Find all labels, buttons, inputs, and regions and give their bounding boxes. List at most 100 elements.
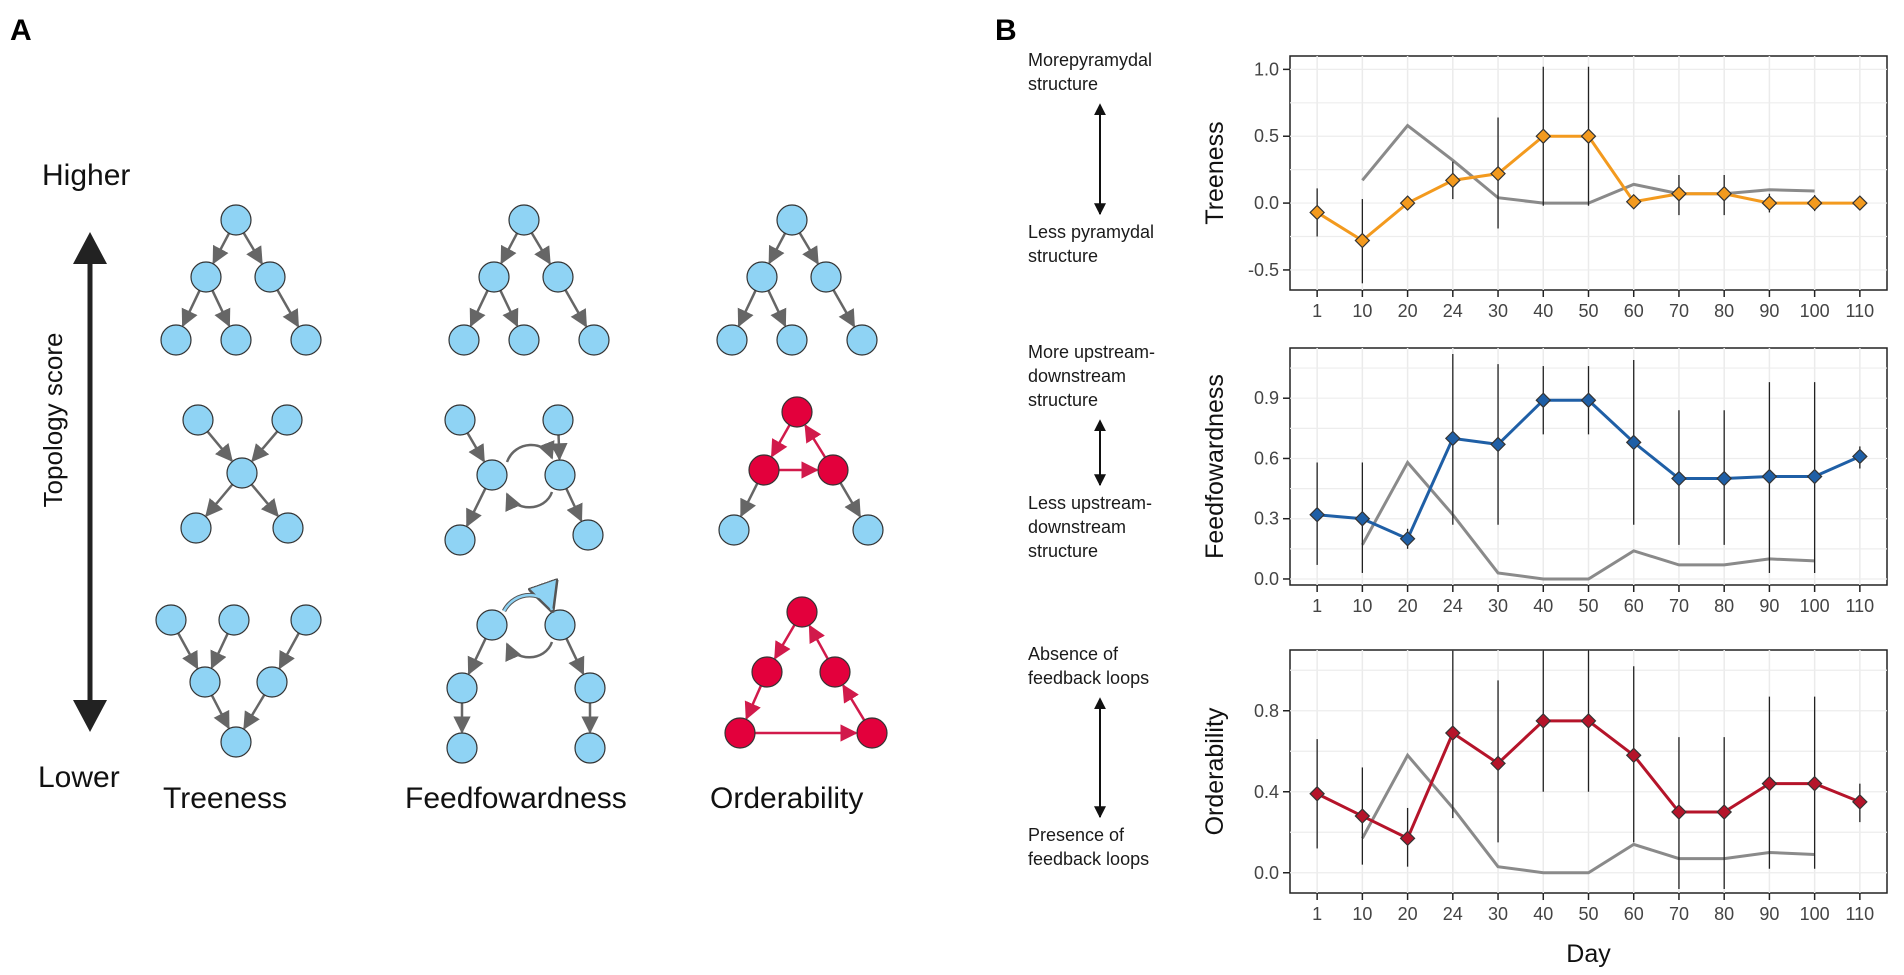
network-loop-middle-node xyxy=(444,404,476,436)
network-tree-top-2-node xyxy=(542,261,574,293)
network-loop-middle-node xyxy=(572,519,604,551)
x-tick-label: 60 xyxy=(1624,596,1644,616)
x-tick-label: 80 xyxy=(1714,904,1734,924)
network-inverted-tree-node xyxy=(189,666,221,698)
y-axis-label: Treeness xyxy=(1201,121,1229,224)
red-cycle-bottom-node xyxy=(724,717,756,749)
network-tree-top-2-edge xyxy=(499,290,519,328)
loop-arc-grey xyxy=(505,641,554,662)
data-point xyxy=(1761,775,1778,792)
y-tick-label: 0.6 xyxy=(1254,448,1279,468)
x-tick-label: 70 xyxy=(1669,596,1689,616)
data-point xyxy=(1625,434,1642,451)
chart-feedfowardness: 0.90.60.30.01 10 20 24 30 40 50 60 70 80 90 100 110F… xyxy=(1028,342,1888,616)
data-point xyxy=(1490,436,1506,453)
data-point xyxy=(1309,204,1325,221)
y-tick-label: 1.0 xyxy=(1254,59,1279,79)
network-loop-bottom-node xyxy=(446,732,478,764)
x-tick-label: 50 xyxy=(1578,301,1598,321)
loop-arc-blue xyxy=(502,594,554,612)
descriptor-bottom: structure xyxy=(1028,246,1098,266)
chart-orderability: 0.80.40.01 10 20 24 30 40 50 60 70 80 90 100 110Orde… xyxy=(1028,644,1888,968)
network-inverted-tree-node xyxy=(256,666,288,698)
x-tick-label: 70 xyxy=(1669,301,1689,321)
network-loop-bottom-node xyxy=(574,672,606,704)
network-inverted-tree-edge xyxy=(243,694,266,730)
higher-label: Higher xyxy=(42,159,130,192)
network-tree-top-2-edge xyxy=(564,289,588,328)
y-tick-label: -0.5 xyxy=(1248,260,1279,280)
red-cycle-middle-node xyxy=(817,454,849,486)
descriptor-bottom: downstream xyxy=(1028,517,1126,537)
data-point xyxy=(1761,195,1778,211)
data-point xyxy=(1671,470,1687,487)
network-tree-top-1-node xyxy=(290,324,322,356)
y-tick-label: 0.0 xyxy=(1254,569,1279,589)
network-inverted-tree-node xyxy=(218,604,250,636)
data-point xyxy=(1309,785,1325,802)
network-loop-middle-node xyxy=(544,459,576,491)
red-cycle-bottom-node xyxy=(856,717,888,749)
network-inverted-tree-node xyxy=(220,726,252,758)
network-tree-top-1-node xyxy=(220,324,252,356)
network-tree-top-1-node xyxy=(160,324,192,356)
network-tree-top-2-node xyxy=(508,204,540,236)
network-loop-bottom-edge xyxy=(565,638,585,676)
data-point xyxy=(1671,804,1687,820)
red-cycle-bottom-edge xyxy=(842,684,866,721)
x-tick-label: 50 xyxy=(1578,596,1598,616)
network-inverted-tree-node xyxy=(155,604,187,636)
network-tree-top-1-edge xyxy=(276,289,300,328)
x-tick-label: 10 xyxy=(1352,596,1372,616)
network-tree-top-3-node xyxy=(716,324,748,356)
y-tick-label: 0.0 xyxy=(1254,193,1279,213)
y-tick-label: 0.5 xyxy=(1254,126,1279,146)
data-point xyxy=(1535,392,1552,409)
descriptor-bottom: feedback loops xyxy=(1028,849,1149,869)
loop-arc-bottom xyxy=(505,491,554,512)
data-point xyxy=(1580,713,1597,729)
data-point xyxy=(1354,808,1371,824)
x-tick-label: 40 xyxy=(1533,301,1553,321)
red-cycle-bottom-node xyxy=(751,656,783,688)
network-tree-top-1-node xyxy=(190,261,222,293)
network-tree-top-2-edge xyxy=(500,232,519,265)
descriptor-top: More upstream- xyxy=(1028,342,1155,362)
data-point xyxy=(1490,165,1506,182)
y-tick-label: 0.0 xyxy=(1254,863,1279,883)
network-tree-top-2-node xyxy=(578,324,610,356)
x-axis-label: Day xyxy=(1566,940,1611,968)
descriptor-top: structure xyxy=(1028,390,1098,410)
x-tick-label: 110 xyxy=(1846,301,1875,321)
network-x-shape-edge xyxy=(205,483,234,518)
network-x-shape-edge xyxy=(250,483,279,518)
network-tree-top-3-node xyxy=(776,204,808,236)
network-tree-top-2-node xyxy=(478,261,510,293)
data-point xyxy=(1716,470,1733,487)
x-tick-label: 10 xyxy=(1352,904,1372,924)
network-x-shape-node xyxy=(180,512,212,544)
network-tree-top-1-node xyxy=(220,204,252,236)
network-tree-top-3-node xyxy=(776,324,808,356)
network-inverted-tree-node xyxy=(290,604,322,636)
network-inverted-tree-edge xyxy=(278,632,300,670)
data-point xyxy=(1399,530,1416,547)
network-loop-bottom-node xyxy=(446,672,478,704)
x-tick-label: 30 xyxy=(1488,596,1508,616)
x-tick-label: 50 xyxy=(1578,904,1598,924)
data-point xyxy=(1761,468,1778,485)
data-point xyxy=(1806,195,1823,211)
network-tree-top-3-edge xyxy=(767,290,787,328)
red-cycle-bottom-edge xyxy=(773,624,796,660)
red-cycle-middle-tail-edge xyxy=(839,482,862,518)
data-point xyxy=(1444,430,1461,447)
data-point xyxy=(1399,830,1416,847)
x-tick-label: 30 xyxy=(1488,904,1508,924)
network-tree-top-2-node xyxy=(508,324,540,356)
red-cycle-middle-node xyxy=(748,454,780,486)
network-tree-top-1-edge xyxy=(242,232,263,265)
x-tick-label: 20 xyxy=(1398,301,1418,321)
red-cycle-middle-edge xyxy=(770,424,791,458)
panel-a-letter: A xyxy=(10,14,32,47)
